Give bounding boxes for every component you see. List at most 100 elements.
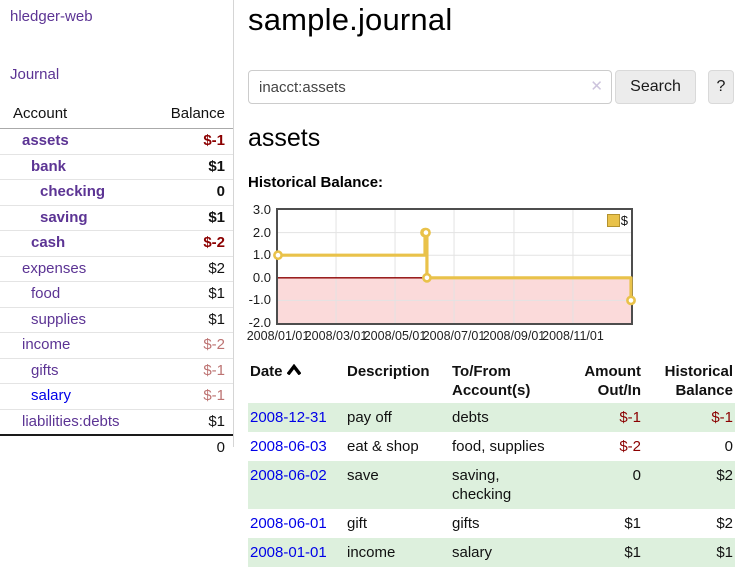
register-row[interactable]: 2008-12-31 pay off debts $-1 $-1	[248, 403, 735, 432]
account-row: liabilities:debts $1	[0, 408, 233, 435]
chart-label: Historical Balance:	[248, 174, 384, 191]
transaction-date-link[interactable]: 2008-01-01	[250, 544, 327, 561]
transaction-date-link[interactable]: 2008-06-01	[250, 515, 327, 532]
register-row[interactable]: 2008-01-01 income salary $1 $1	[248, 538, 735, 567]
register-cell-date[interactable]: 2008-01-01	[248, 538, 345, 567]
register-cell-description: eat & shop	[347, 438, 419, 455]
register-cell-amount: $1	[624, 544, 641, 561]
x-tick-label: 2008/01/01	[246, 329, 310, 343]
register-row[interactable]: 2008-06-03 eat & shop food, supplies $-2 0	[248, 432, 735, 461]
register-header-date[interactable]: Date	[248, 360, 345, 403]
register-cell-accounts: saving, checking	[452, 467, 512, 503]
chart-legend: $	[606, 213, 628, 228]
account-link-expenses[interactable]: expenses	[22, 259, 87, 277]
account-link-assets[interactable]: assets	[22, 132, 69, 149]
account-row: salary $-1	[0, 383, 233, 409]
account-balance: $-1	[143, 357, 233, 384]
accounts-total-spacer	[0, 434, 144, 461]
sidebar-divider	[233, 0, 234, 447]
register-cell-balance: $2	[716, 467, 733, 484]
account-link-food[interactable]: food	[31, 285, 61, 302]
register-header-description: Description	[347, 363, 430, 380]
accounts-header-account: Account	[0, 100, 144, 129]
register-cell-description: gift	[347, 515, 368, 532]
account-link-checking[interactable]: checking	[40, 183, 106, 200]
accounts-total-value: 0	[143, 434, 233, 461]
account-link-supplies[interactable]: supplies	[31, 310, 87, 328]
register-cell-accounts: debts	[452, 409, 489, 426]
account-balance: $1	[143, 306, 233, 333]
register-cell-amount: $-2	[619, 438, 641, 455]
register-cell-date[interactable]: 2008-12-31	[248, 403, 345, 432]
account-balance: $1	[143, 204, 233, 231]
register-cell-date[interactable]: 2008-06-02	[248, 461, 345, 509]
register-cell-amount: 0	[632, 467, 641, 484]
y-tick-label: 2.0	[252, 224, 271, 240]
legend-label: $	[620, 213, 628, 228]
account-balance: 0	[143, 179, 233, 205]
account-row: bank $1	[0, 153, 233, 180]
sidebar-item-journal[interactable]: Journal	[10, 66, 60, 83]
search-button[interactable]: Search	[615, 70, 696, 104]
account-balance: $1	[143, 153, 233, 180]
x-tick-label: 2008/09/01	[482, 329, 546, 343]
legend-swatch-icon	[606, 214, 620, 227]
register-row[interactable]: 2008-06-02 save saving, checking 0 $2	[248, 461, 735, 509]
accounts-header-balance: Balance	[143, 100, 233, 129]
accounts-header-row: Account Balance	[0, 100, 233, 129]
balance-chart: $	[273, 208, 636, 325]
register-cell-accounts: salary	[452, 544, 493, 561]
transaction-date-link[interactable]: 2008-06-02	[250, 467, 327, 484]
account-link-liabilities-debts[interactable]: liabilities:debts	[22, 412, 120, 430]
register-header-balance: Historical Balance	[664, 363, 733, 399]
sort-ascending-icon	[286, 364, 301, 375]
register-cell-date[interactable]: 2008-06-03	[248, 432, 345, 461]
register-cell-amount: $1	[624, 515, 641, 532]
x-tick-label: 2008/11/01	[542, 329, 604, 343]
register-cell-description: pay off	[347, 409, 392, 426]
register-cell-description: income	[347, 544, 396, 561]
account-balance: $2	[143, 255, 233, 282]
account-link-gifts[interactable]: gifts	[31, 361, 59, 379]
account-link-income[interactable]: income	[22, 336, 71, 353]
account-title: assets	[248, 124, 321, 152]
y-tick-label: 3.0	[252, 202, 271, 217]
register-cell-balance: 0	[724, 438, 733, 455]
account-row: saving $1	[0, 204, 233, 231]
transaction-date-link[interactable]: 2008-06-03	[250, 438, 327, 455]
clear-search-icon[interactable]: ✕	[590, 78, 603, 95]
register-header-amount: Amount Out/In	[584, 363, 641, 399]
register-cell-description: save	[347, 467, 379, 484]
chart-canvas	[273, 210, 636, 323]
x-tick-label: 2008/05/01	[363, 329, 427, 343]
account-link-saving[interactable]: saving	[40, 208, 88, 226]
register-cell-accounts: gifts	[452, 515, 480, 532]
brand-link[interactable]: hledger-web	[10, 8, 93, 25]
account-row: income $-2	[0, 332, 233, 358]
account-row: expenses $2	[0, 255, 233, 282]
register-cell-balance: $-1	[711, 409, 733, 426]
register-header-row: Date Description To/From Account(s) Amou…	[248, 360, 735, 403]
account-row: supplies $1	[0, 306, 233, 333]
y-tick-label: 1.0	[252, 247, 271, 263]
register-table: Date Description To/From Account(s) Amou…	[248, 360, 735, 567]
account-link-cash[interactable]: cash	[31, 234, 66, 251]
account-link-bank[interactable]: bank	[31, 157, 67, 175]
transaction-date-link[interactable]: 2008-12-31	[250, 409, 327, 426]
account-balance: $1	[143, 408, 233, 435]
search-input[interactable]	[248, 70, 612, 104]
account-row: gifts $-1	[0, 357, 233, 384]
account-row: cash $-2	[0, 230, 233, 256]
y-tick-label: 0.0	[252, 269, 271, 285]
help-button[interactable]: ?	[708, 70, 734, 104]
register-cell-balance: $2	[716, 515, 733, 532]
page-title: sample.journal	[248, 2, 453, 37]
register-row[interactable]: 2008-06-01 gift gifts $1 $2	[248, 509, 735, 538]
register-cell-date[interactable]: 2008-06-01	[248, 509, 345, 538]
account-link-salary[interactable]: salary	[31, 387, 72, 404]
accounts-table: Account Balance assets $-1 bank $1 checking 0…	[0, 100, 233, 461]
account-balance: $-1	[143, 383, 233, 409]
y-tick-label: -1.0	[248, 292, 271, 308]
account-row: assets $-1	[0, 129, 233, 155]
